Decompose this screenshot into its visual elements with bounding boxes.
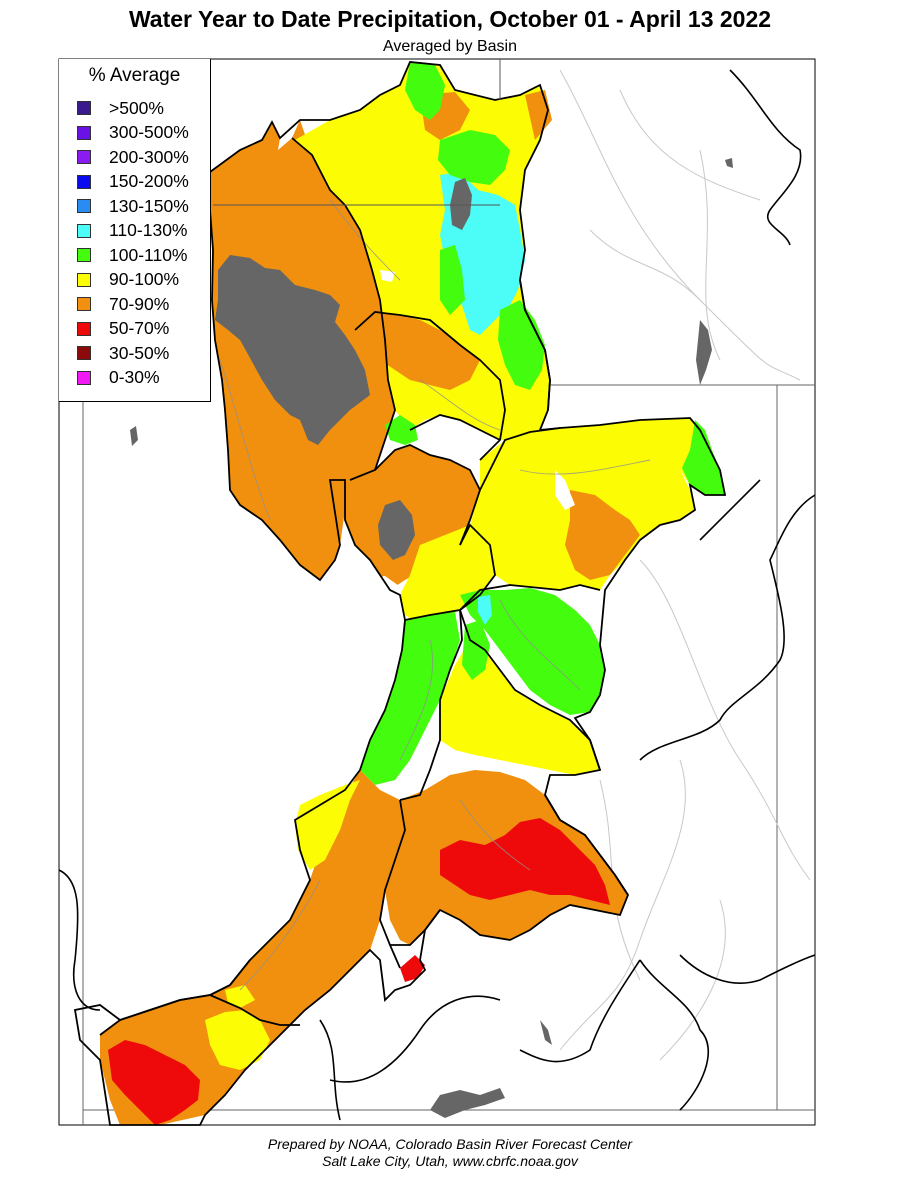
legend-swatch — [77, 125, 91, 140]
legend-swatch — [77, 321, 91, 336]
basin-north-green-b — [438, 130, 510, 185]
outer-rivers — [559, 69, 811, 1061]
legend-label: 200-300% — [109, 146, 189, 167]
legend-label: 30-50% — [109, 342, 170, 363]
legend-item: 90-100% — [77, 269, 179, 291]
legend-label: >500% — [109, 97, 164, 118]
void-b — [380, 270, 395, 282]
legend-label: 110-130% — [109, 220, 188, 240]
small-lakes — [130, 158, 733, 1118]
void-c — [555, 470, 575, 510]
legend: % Average >500% 300-500% 200-300% 150-20… — [59, 59, 211, 402]
basin-greenriver-green — [460, 588, 605, 715]
basin-cyan-small — [478, 595, 492, 625]
legend-swatch — [77, 150, 91, 164]
great-salt-lake — [215, 255, 370, 445]
basin-rivers — [219, 199, 651, 991]
basin-north-green-a — [405, 62, 445, 120]
credit-line-1: Prepared by NOAA, Colorado Basin River F… — [267, 1136, 633, 1152]
legend-label: 100-110% — [109, 244, 188, 265]
credit-line-2: Salt Lake City, Utah, www.cbrfc.noaa.gov — [322, 1153, 578, 1169]
legend-swatch — [77, 370, 91, 385]
legend-swatch — [77, 272, 91, 287]
basin-south-yellow-c — [225, 985, 255, 1008]
legend-swatch — [77, 297, 91, 311]
legend-label: 300-500% — [109, 122, 189, 142]
legend-title: % Average — [88, 65, 181, 86]
state-boundaries-over — [213, 59, 501, 206]
basin-north-orange-a — [355, 312, 480, 390]
basin-southwest-yellow — [295, 780, 360, 870]
legend-swatch — [77, 223, 91, 238]
legend-item: 0-30% — [77, 367, 160, 389]
legend-swatch — [77, 199, 91, 213]
legend-item: 300-500% — [77, 122, 189, 144]
basin-southwest-red — [108, 1040, 200, 1125]
legend-swatch — [77, 174, 91, 189]
legend-swatch — [77, 101, 91, 115]
basin-central-green — [385, 415, 418, 445]
legend-item: 200-300% — [77, 146, 189, 168]
legend-swatch — [77, 248, 91, 262]
legend-label: 50-70% — [109, 318, 170, 338]
legend-item: 150-200% — [77, 171, 189, 193]
basin-south-yellow-b — [205, 1010, 270, 1070]
basin-north-green-d — [498, 300, 545, 390]
legend-label: 90-100% — [109, 269, 180, 289]
map-title: Water Year to Date Precipitation, Octobe… — [128, 6, 772, 32]
bear-lake — [450, 178, 472, 230]
legend-swatch — [77, 346, 91, 360]
legend-item: >500% — [77, 97, 164, 119]
basin-uinta-orange — [565, 490, 640, 580]
outer-basin-borders — [58, 69, 816, 1121]
legend-item: 70-90% — [77, 293, 169, 315]
basin-southcentral-red — [440, 818, 610, 905]
legend-item: 130-150% — [77, 195, 189, 217]
utah-lake — [378, 500, 415, 560]
basin-north-green-c — [440, 245, 465, 315]
basin-uinta-green — [682, 420, 725, 495]
legend-label: 150-200% — [109, 171, 189, 191]
void-a — [360, 576, 402, 615]
legend-item: 100-110% — [77, 244, 188, 266]
legend-item: 30-50% — [77, 342, 169, 364]
credit-footer: Prepared by NOAA, Colorado Basin River F… — [0, 1136, 900, 1170]
legend-label: 70-90% — [109, 293, 170, 314]
legend-item: 50-70% — [77, 318, 169, 340]
basin-sevier-green — [360, 612, 460, 785]
basin-southwest-orange — [100, 770, 405, 1125]
legend-item: 110-130% — [77, 220, 188, 242]
map-subtitle: Averaged by Basin — [382, 38, 517, 55]
legend-label: 130-150% — [109, 195, 189, 216]
legend-label: 0-30% — [109, 367, 160, 387]
basin-outline-outer — [73, 61, 727, 1126]
